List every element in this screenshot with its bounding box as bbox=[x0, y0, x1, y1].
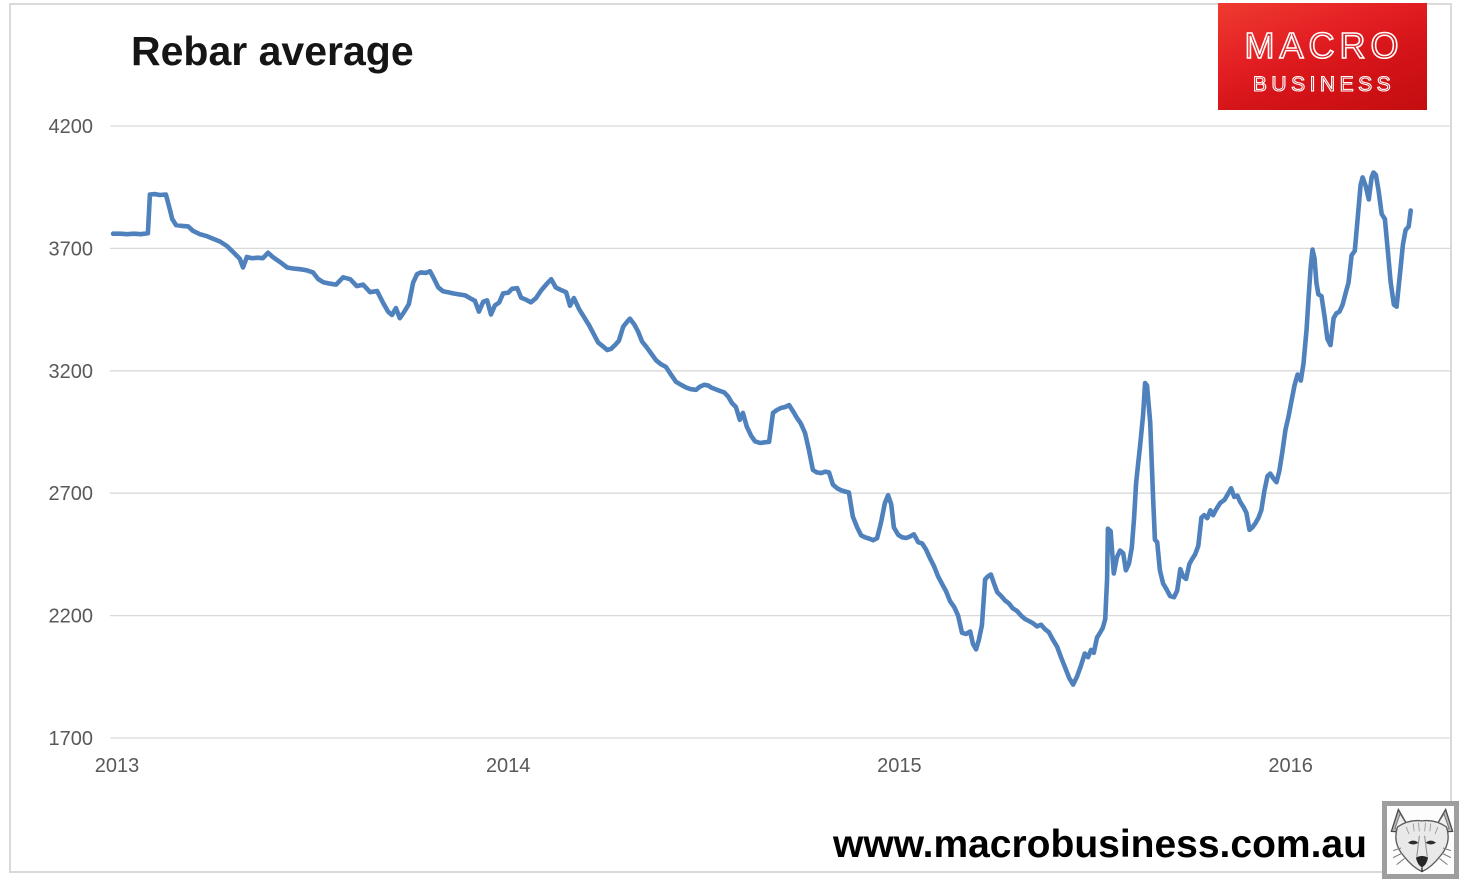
macrobusiness-logo: MACRO BUSINESS bbox=[1218, 3, 1427, 110]
y-axis-tick-label: 3200 bbox=[49, 361, 94, 383]
fox-sketch-logo bbox=[1382, 801, 1459, 879]
image-frame bbox=[9, 3, 1452, 873]
y-axis-tick-label: 4200 bbox=[49, 116, 94, 138]
y-axis-tick-label: 2700 bbox=[49, 483, 94, 505]
x-axis-tick-label: 2013 bbox=[95, 755, 140, 777]
x-axis-tick-label: 2014 bbox=[486, 755, 531, 777]
y-axis-tick-label: 2200 bbox=[49, 606, 94, 628]
y-axis-tick-label: 1700 bbox=[49, 728, 94, 750]
fox-head-icon bbox=[1387, 806, 1454, 874]
logo-word-business: BUSINESS bbox=[1253, 73, 1395, 96]
x-axis-tick-label: 2016 bbox=[1268, 755, 1313, 777]
page-title: Rebar average bbox=[131, 28, 414, 74]
logo-word-macro: MACRO bbox=[1245, 25, 1404, 66]
x-axis-tick-label: 2015 bbox=[877, 755, 922, 777]
macrobusiness-logo-text: MACRO BUSINESS bbox=[1244, 24, 1404, 96]
website-url: www.macrobusiness.com.au bbox=[833, 823, 1367, 866]
rebar-price-line bbox=[110, 170, 1413, 687]
y-axis-tick-label: 3700 bbox=[49, 238, 94, 260]
